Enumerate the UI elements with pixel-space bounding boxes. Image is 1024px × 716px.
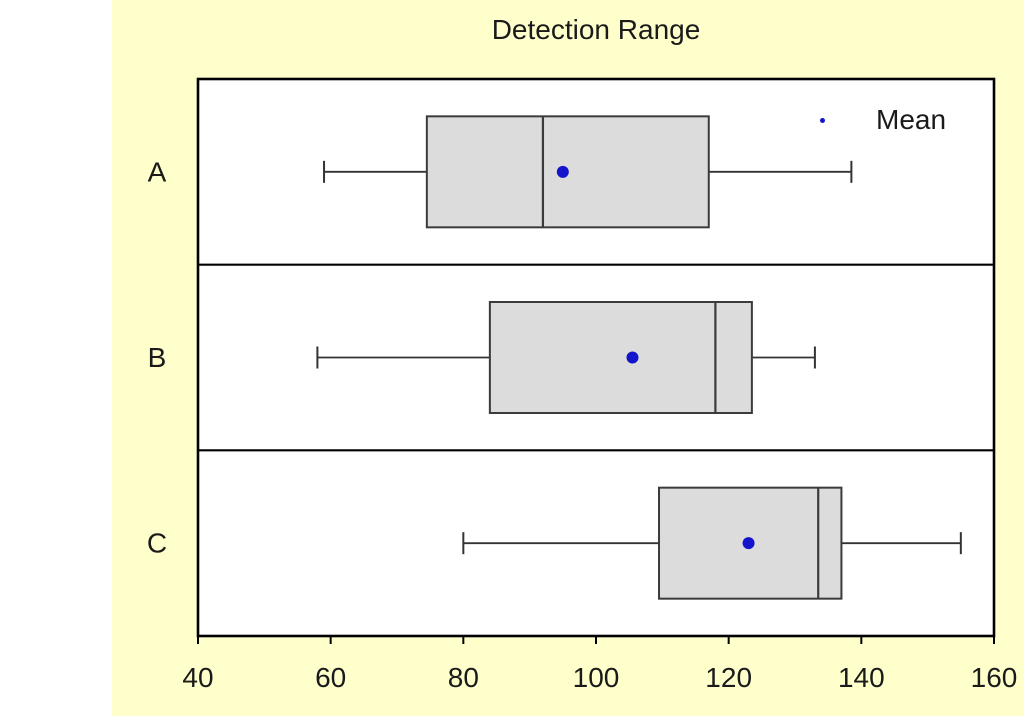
mean-dot-C xyxy=(742,537,755,550)
x-tick-label-100: 100 xyxy=(573,662,620,693)
category-label-A: A xyxy=(148,156,167,187)
x-tick-label-140: 140 xyxy=(838,662,885,693)
category-label-C: C xyxy=(147,528,167,559)
mean-marker-icon xyxy=(820,117,825,123)
legend-label-mean: Mean xyxy=(876,104,947,135)
x-tick-label-160: 160 xyxy=(971,662,1018,693)
x-tick-label-80: 80 xyxy=(448,662,479,693)
x-tick-label-40: 40 xyxy=(182,662,213,693)
mean-dot-B xyxy=(626,351,639,364)
category-label-B: B xyxy=(148,342,167,373)
legend: Mean xyxy=(820,104,946,136)
x-tick-label-120: 120 xyxy=(705,662,752,693)
box-B xyxy=(488,301,753,414)
mean-dot-A xyxy=(556,165,569,178)
chart-title: Detection Range xyxy=(491,14,701,45)
x-tick-label-60: 60 xyxy=(315,662,346,693)
